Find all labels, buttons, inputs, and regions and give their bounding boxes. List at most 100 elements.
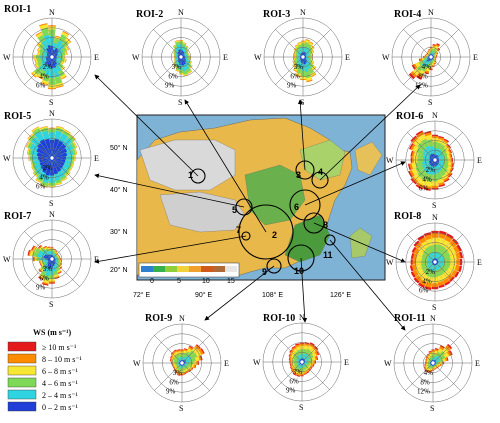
rose-spoke-roi-2-7 — [153, 29, 182, 58]
rose-title-roi-2: ROI-2 — [136, 9, 163, 20]
rose-dir-n-roi-9: N — [179, 314, 185, 323]
rose-dir-n-roi-6: N — [432, 111, 438, 120]
lon-label-108e: 108° E — [262, 291, 283, 299]
rose-petal-roi-5-dir22-bin5 — [39, 139, 52, 158]
rose-spoke-roi-5-5 — [24, 157, 53, 186]
rose-dir-w-roi-7: W — [3, 255, 11, 264]
rose-spoke-roi-2-5 — [153, 56, 182, 85]
rose-dir-n-roi-11: N — [430, 314, 436, 323]
rose-petal-roi-5-dir7-bin5 — [52, 158, 66, 164]
rose-centre-roi-2 — [178, 54, 184, 60]
rose-ring-label-roi-9-1: 6% — [169, 378, 179, 386]
rose-ring-label-roi-2-2: 9% — [165, 81, 175, 89]
rose-centre-roi-11 — [430, 360, 436, 366]
rose-dir-s-roi-5: S — [49, 199, 53, 208]
wind-speed-legend: WS (m s⁻¹) ≥ 10 m s⁻¹ 8 – 10 m s⁻¹ 6 – 8 m… — [7, 328, 83, 412]
roi-circle-1 — [190, 168, 206, 184]
legend-label-5: 0 – 2 m s⁻¹ — [42, 403, 79, 412]
rose-petal-roi-1-dir2-bin5 — [52, 47, 58, 57]
wind-rose-roi-11: N E S W 4%8%12% — [384, 314, 480, 413]
rose-dir-w-roi-3: W — [254, 53, 262, 62]
rose-title-roi-11: ROI-11 — [394, 313, 426, 324]
rose-petal-roi-5-dir1-bin5 — [52, 138, 60, 158]
rose-spoke-roi-1-7 — [24, 29, 53, 58]
region-number-6: 6 — [294, 202, 299, 212]
wind-roses: NESW2%4%6%NESW3%6%9%NESW3%6%9%NESW4%8%12… — [3, 8, 482, 413]
arrow-roi-5 — [94, 173, 245, 208]
land-korea-japan — [354, 141, 383, 176]
rose-dir-e-roi-10: E — [344, 358, 349, 367]
rose-spoke-roi-2-1 — [180, 29, 209, 58]
lat-label-20n: 20° N — [110, 266, 128, 274]
rose-dir-w-roi-8: W — [386, 258, 394, 267]
rose-ring-label-roi-8-2: 6% — [419, 286, 429, 294]
rose-centre-roi-9 — [179, 360, 185, 366]
colorbar-swatch-5 — [201, 266, 213, 272]
rose-dir-e-roi-3: E — [345, 53, 350, 62]
region-number-7: 7 — [236, 225, 241, 235]
rose-title-roi-1: ROI-1 — [4, 4, 31, 15]
arrow-roi-8 — [313, 222, 406, 263]
rose-spoke-roi-3-7 — [275, 29, 304, 58]
legend-label-0: ≥ 10 m s⁻¹ — [42, 343, 77, 352]
rose-dir-s-roi-3: S — [300, 98, 304, 107]
rose-title-roi-3: ROI-3 — [263, 9, 290, 20]
arrow-roi-2 — [184, 99, 267, 233]
rose-ring-label-roi-7-2: 9% — [36, 283, 46, 291]
rose-ring-label-roi-6-2: 6% — [419, 184, 429, 192]
rose-ring-label-roi-10-1: 6% — [289, 377, 299, 385]
rose-dir-s-roi-9: S — [179, 404, 183, 413]
rose-centre-roi-8 — [432, 259, 438, 265]
rose-dir-e-roi-9: E — [224, 359, 229, 368]
colorbar-swatch-0 — [141, 266, 153, 272]
rose-title-roi-8: ROI-8 — [394, 211, 421, 222]
colorbar-swatch-2 — [165, 266, 177, 272]
roi-circle-8 — [303, 212, 325, 234]
rose-dir-e-roi-4: E — [473, 53, 478, 62]
arrow-roi-4 — [319, 84, 421, 181]
rose-ring-label-roi-8-1: 4% — [422, 277, 432, 285]
region-number-3: 3 — [296, 170, 301, 180]
rose-spoke-roi-10-5 — [274, 361, 303, 390]
roi-circle-10 — [287, 244, 315, 272]
rose-spoke-roi-11-1 — [432, 335, 461, 364]
region-number-5: 5 — [232, 205, 237, 215]
rose-centre-roi-6 — [432, 157, 438, 163]
rose-ring-label-roi-11-2: 12% — [417, 387, 430, 395]
rose-spoke-roi-7-5 — [24, 258, 53, 287]
rose-spoke-roi-6-3 — [434, 159, 463, 188]
rose-spoke-roi-4-7 — [403, 29, 432, 58]
arrow-roi-9 — [204, 265, 275, 321]
roi-circle-7 — [241, 231, 251, 241]
rose-ring-label-roi-9-0: 3% — [173, 369, 183, 377]
region-number-10: 10 — [294, 266, 304, 276]
rose-ring-label-roi-5-1: 4% — [39, 173, 49, 181]
rose-dir-s-roi-7: S — [49, 300, 53, 309]
wind-rose-roi-7: N E S W 3%6%9% — [3, 210, 99, 309]
rose-ring-label-roi-2-0: 3% — [172, 63, 182, 71]
rose-title-roi-5: ROI-5 — [4, 111, 31, 122]
rose-centre-roi-1 — [49, 54, 55, 60]
rose-petal-roi-5-dir19-bin5 — [36, 152, 52, 158]
rose-spoke-roi-8-7 — [407, 234, 436, 263]
rose-dir-n-roi-4: N — [428, 8, 434, 17]
wind-rose-roi-3: N E S W 3%6%9% — [254, 8, 350, 107]
arrow-roi-1 — [94, 74, 199, 177]
rose-spoke-roi-1-1 — [51, 29, 80, 58]
rose-spoke-roi-7-1 — [51, 231, 80, 260]
lat-label-40n: 40° N — [110, 186, 128, 194]
wind-rose-roi-9: N E S W 3%6%9% — [133, 314, 229, 413]
colorbar-tick-5: 5 — [177, 278, 181, 285]
rose-spoke-roi-9-1 — [181, 335, 210, 364]
legend-swatch-4 — [7, 389, 37, 400]
rose-dir-e-roi-2: E — [223, 53, 228, 62]
rose-title-roi-6: ROI-6 — [396, 111, 423, 122]
rose-centre-roi-10 — [299, 359, 305, 365]
rose-spoke-roi-5-3 — [51, 157, 80, 186]
rose-ring-label-roi-1-2: 6% — [36, 81, 46, 89]
rose-spoke-roi-3-1 — [302, 29, 331, 58]
rose-spoke-roi-2-3 — [180, 56, 209, 85]
rose-centre-roi-4 — [428, 54, 434, 60]
arrow-roi-10 — [300, 257, 308, 323]
legend-label-2: 6 – 8 m s⁻¹ — [42, 367, 79, 376]
